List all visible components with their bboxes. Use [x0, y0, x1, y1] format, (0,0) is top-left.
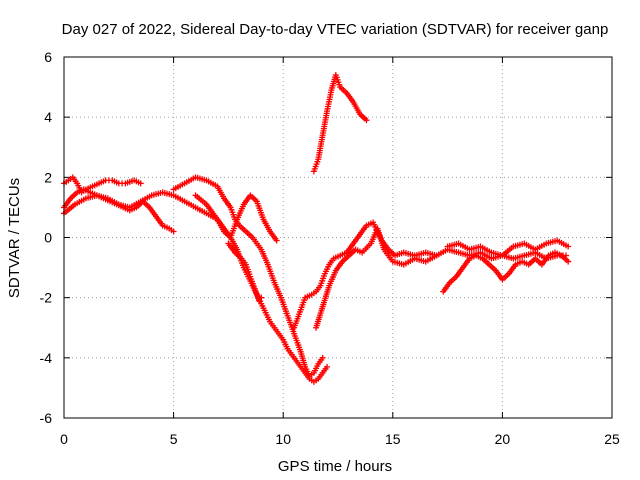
grid-lines — [64, 57, 612, 418]
x-tick-label: 5 — [170, 431, 178, 447]
data-points — [61, 72, 572, 385]
data-point — [324, 363, 331, 370]
y-tick-label: 2 — [44, 169, 52, 185]
data-point — [256, 297, 263, 304]
x-axis-label: GPS time / hours — [278, 458, 392, 475]
chart-title: Day 027 of 2022, Sidereal Day-to-day VTE… — [62, 21, 609, 38]
y-tick-label: -6 — [40, 410, 53, 426]
data-point — [170, 228, 177, 235]
axis-ticks — [63, 56, 613, 419]
series-track-1 — [61, 174, 144, 196]
y-tick-labels: -6 -4 -2 0 2 4 6 — [40, 49, 53, 426]
y-axis-label: SDTVAR / TECUs — [6, 178, 23, 298]
series-track-3 — [61, 189, 331, 385]
data-point — [363, 117, 370, 124]
series-track-9 — [310, 72, 370, 175]
x-tick-label: 20 — [495, 431, 511, 447]
data-point — [433, 252, 440, 259]
data-point — [258, 294, 265, 301]
series-track-8 — [313, 225, 440, 331]
x-tick-label: 25 — [604, 431, 620, 447]
plot-frame — [63, 56, 613, 419]
y-tick-label: 6 — [44, 49, 52, 65]
data-point — [137, 180, 144, 187]
y-tick-label: -4 — [40, 350, 53, 366]
data-point — [565, 243, 572, 250]
series-track-6 — [225, 240, 265, 304]
series-track-11 — [444, 237, 572, 259]
series-track-10 — [440, 249, 572, 295]
series-track-5 — [192, 192, 280, 244]
y-tick-label: 4 — [44, 109, 52, 125]
y-tick-label: -2 — [40, 290, 53, 306]
data-point — [319, 354, 326, 361]
x-tick-label: 15 — [385, 431, 401, 447]
x-tick-labels: 0 5 10 15 20 25 — [60, 431, 620, 447]
x-tick-label: 0 — [60, 431, 68, 447]
x-tick-label: 10 — [275, 431, 291, 447]
data-point — [565, 258, 572, 265]
y-tick-label: 0 — [44, 230, 52, 246]
data-point — [273, 237, 280, 244]
